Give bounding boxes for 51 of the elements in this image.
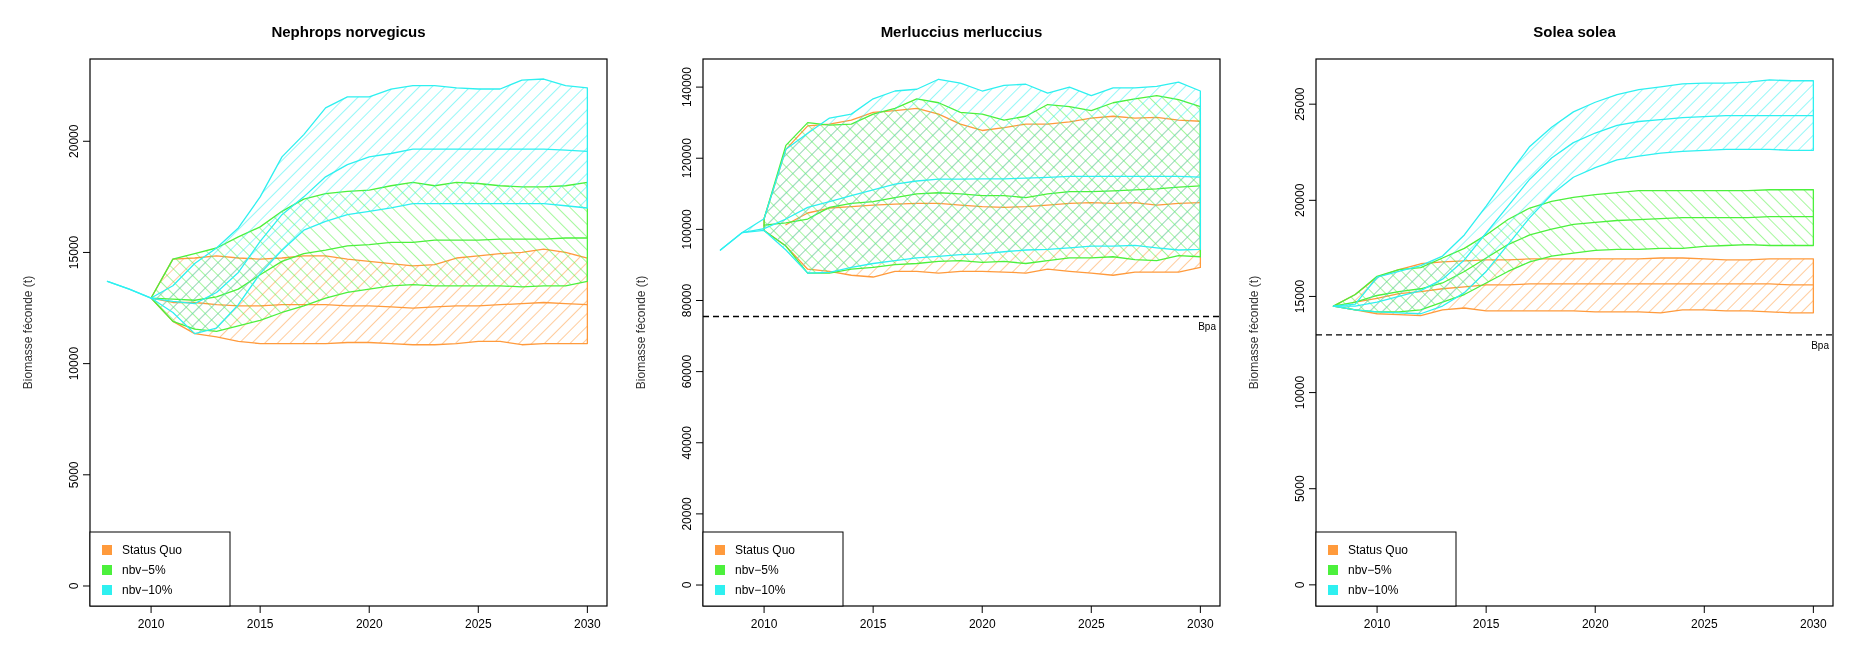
y-tick-label: 10000	[1293, 375, 1307, 410]
legend-label: nbv−5%	[1348, 563, 1393, 577]
x-tick-label: 2015	[1472, 617, 1500, 631]
x-tick-label: 2020	[968, 617, 996, 631]
x-tick-label: 2025	[1690, 617, 1718, 631]
y-tick-label: 60000	[680, 354, 694, 389]
y-tick-label: 15000	[1293, 279, 1307, 314]
legend-label: nbv−10%	[122, 583, 173, 597]
y-axis-title: Biomasse féconde (t)	[21, 275, 35, 390]
chart-title: Merluccius merluccius	[880, 23, 1043, 40]
x-tick-label: 2010	[1363, 617, 1391, 631]
y-tick-label: 40000	[680, 425, 694, 460]
legend-label: Status Quo	[1348, 543, 1409, 557]
legend-label: Status Quo	[122, 543, 183, 557]
x-tick-label: 2010	[750, 617, 778, 631]
x-tick-label: 2020	[355, 617, 383, 631]
x-tick-label: 2010	[137, 617, 165, 631]
legend-label: Status Quo	[735, 543, 796, 557]
legend-label: nbv−5%	[122, 563, 167, 577]
x-tick-label: 2015	[859, 617, 887, 631]
x-tick-label: 2025	[464, 617, 492, 631]
y-tick-label: 20000	[67, 124, 81, 158]
y-tick-label: 120000	[680, 137, 694, 179]
y-tick-label: 5000	[67, 461, 81, 489]
x-tick-label: 2025	[1077, 617, 1105, 631]
x-tick-label: 2015	[246, 617, 274, 631]
ref-line-label: Bpa	[1198, 321, 1217, 333]
y-tick-label: 25000	[1293, 87, 1307, 121]
y-tick-label: 0	[1293, 581, 1307, 589]
y-tick-label: 20000	[680, 496, 694, 531]
y-axis-title: Biomasse féconde (t)	[634, 275, 648, 390]
chart-title: Solea solea	[1533, 23, 1617, 40]
ref-line-label: Bpa	[1811, 339, 1830, 351]
y-tick-label: 0	[680, 581, 694, 589]
legend-label: nbv−10%	[735, 583, 786, 597]
y-tick-label: 0	[67, 582, 81, 590]
legend-label: nbv−10%	[1348, 583, 1399, 597]
legend-label: nbv−5%	[735, 563, 780, 577]
y-tick-label: 5000	[1293, 475, 1307, 503]
x-tick-label: 2020	[1581, 617, 1609, 631]
y-tick-label: 140000	[680, 66, 694, 108]
x-tick-label: 2030	[574, 617, 602, 631]
y-tick-label: 100000	[680, 209, 694, 250]
y-tick-label: 20000	[1293, 183, 1307, 217]
x-tick-label: 2030	[1800, 617, 1828, 631]
y-tick-label: 15000	[67, 235, 81, 270]
y-tick-label: 10000	[67, 346, 81, 381]
x-tick-label: 2030	[1187, 617, 1215, 631]
chart-title: Nephrops norvegicus	[271, 23, 426, 40]
y-tick-label: 80000	[680, 283, 694, 318]
y-axis-title: Biomasse féconde (t)	[1247, 275, 1261, 390]
